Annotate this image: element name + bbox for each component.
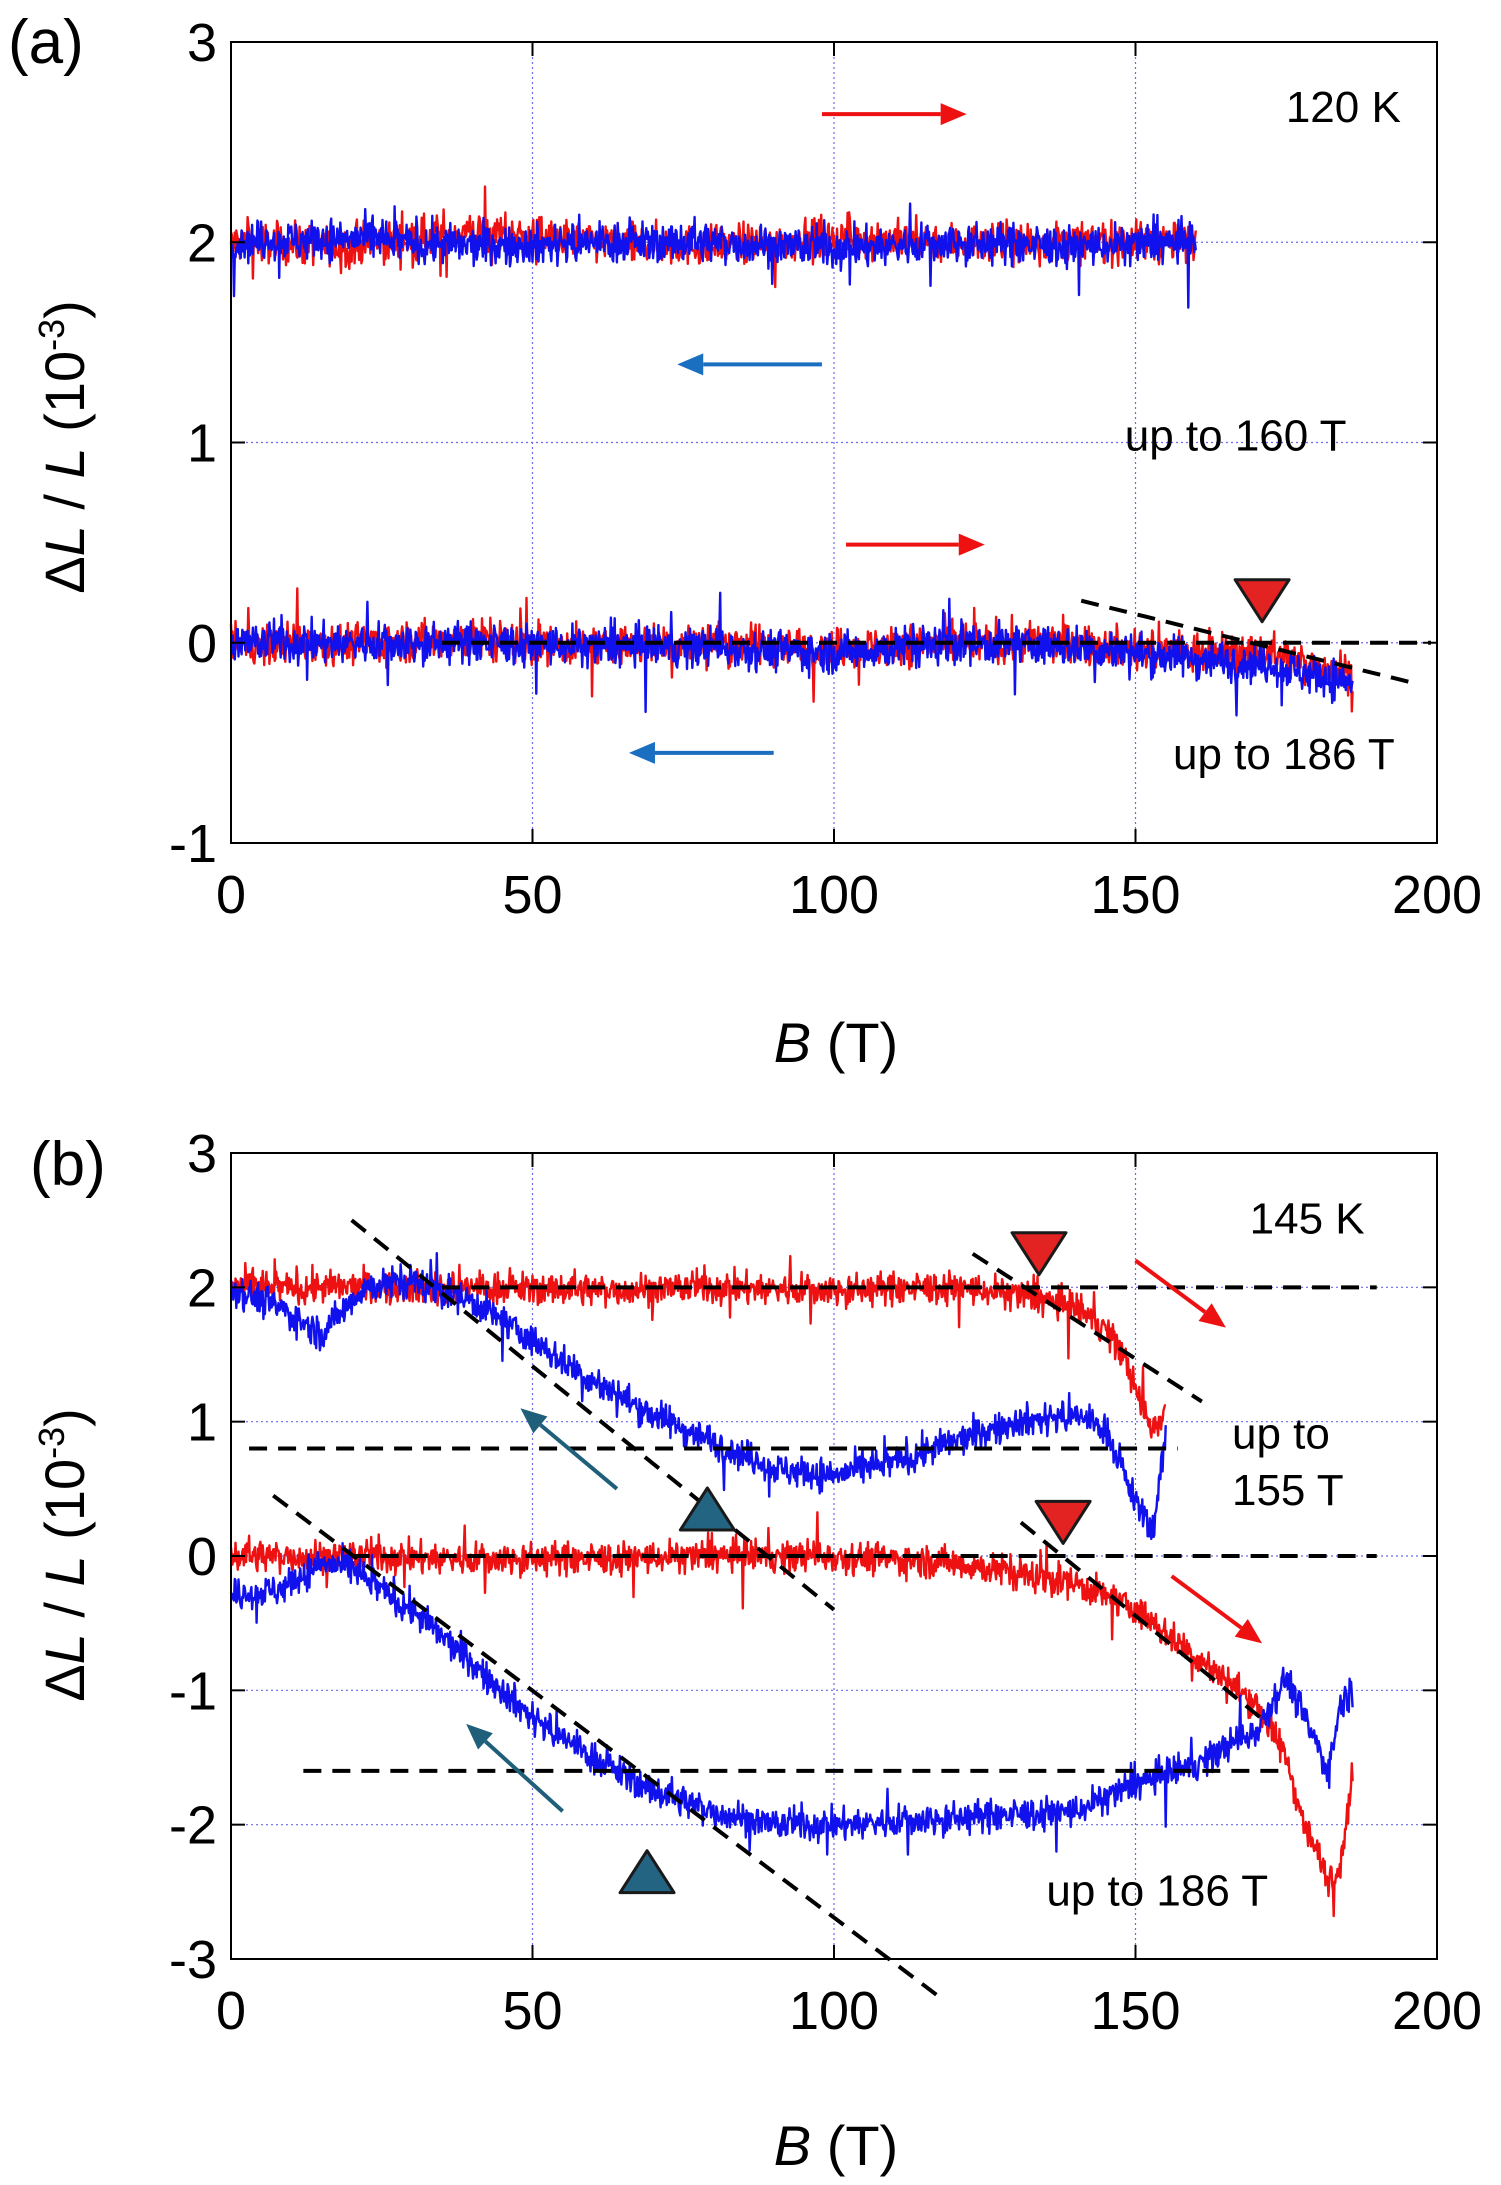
pa-annotation-0: 120 K [1286,83,1401,132]
pa-y-tick-label: -1 [169,814,217,874]
panel-b-annotations: 145 K up to 155 T up to 186 T [1046,1195,1364,1916]
pa-x-tick-label: 0 [216,865,246,925]
pa-sweep-arrow-head [628,741,655,764]
pa-sweep-arrow-head [958,533,985,556]
panel-a-label: (a) [8,8,84,77]
pb-sweep-arrow-0 [1134,1258,1226,1328]
pb-sweep-arrow-1 [520,1408,619,1491]
pb-x-tick-label: 50 [502,1981,562,2041]
pb-fit-line-7 [1019,1520,1270,1726]
pa-y-tick-label: 0 [187,614,217,674]
panel-b-ticks: 0 50 100 150 200 -3 -2 -1 0 1 2 3 [169,1124,1482,2041]
pa-transition-marker-0 [1233,578,1291,624]
panel-b: (b) ΔL / L (10-3) B (T) 0 50 100 150 200 -3 -2… [30,1124,1482,2177]
pa-x-tick-label: 150 [1090,865,1180,925]
pb-series-3 [229,1542,1354,1856]
panel-b-arrows [466,1258,1263,1813]
pb-x-tick-label: 100 [789,1981,879,2041]
pb-transition-marker-3 [618,1849,676,1895]
panel-b-y-axis-title: ΔL / L (10-3) [31,1408,96,1702]
pb-annotation-0: 145 K [1250,1195,1365,1244]
pb-fit-line-4 [350,1218,836,1612]
panel-a-arrows [628,103,985,764]
pb-annotation-3: up to 186 T [1046,1866,1268,1915]
pa-series-3 [230,591,1354,717]
pb-x-tick-label: 0 [216,1981,246,2041]
panel-b-markers [618,1231,1092,1895]
pa-y-tick-label: 1 [187,414,217,474]
panel-a: (a) ΔL / L (10-3) B (T) 0 50 100 150 200-101… [8,8,1482,1074]
pb-y-tick-label: 2 [187,1258,217,1318]
pb-y-tick-label: -1 [169,1661,217,1721]
pb-y-tick-label: -2 [169,1796,217,1856]
pb-fit-line-6 [971,1252,1203,1404]
pb-transition-marker-1 [1034,1499,1092,1545]
pb-annotation-2: 155 T [1232,1466,1344,1515]
pb-fit-line-5 [272,1493,944,2001]
panel-a-markers [1233,578,1291,624]
pa-annotation-1: up to 160 T [1125,412,1347,461]
panel-a-fit-lines [442,598,1431,685]
pb-sweep-arrow-shaft [539,1423,619,1491]
pb-sweep-arrow-3 [466,1723,564,1813]
pb-sweep-arrow-head [520,1408,548,1434]
pa-sweep-arrow-head [677,353,704,376]
pb-y-tick-label: 1 [187,1393,217,1453]
pa-y-tick-label: 3 [187,13,217,73]
pa-x-tick-label: 100 [789,865,879,925]
panel-a-annotations: 120 K up to 160 T up to 186 T [1125,83,1401,779]
pb-series-2 [229,1511,1354,1918]
panel-b-fit-lines [249,1218,1377,2001]
pb-transition-marker-0 [1010,1231,1068,1277]
pa-sweep-arrow-1 [677,353,822,376]
pa-annotation-2: up to 186 T [1173,730,1395,779]
pa-sweep-arrow-0 [821,103,967,126]
pb-series-0 [229,1254,1167,1439]
pb-x-tick-label: 150 [1090,1981,1180,2041]
pa-sweep-arrow-head [940,103,967,126]
pb-sweep-arrow-shaft [1170,1574,1243,1630]
pb-y-tick-label: -3 [169,1930,217,1990]
panel-a-y-axis-title: ΔL / L (10-3) [31,300,96,594]
pb-transition-marker-2 [678,1486,736,1532]
pa-x-tick-label: 200 [1392,865,1482,925]
pb-y-tick-label: 0 [187,1527,217,1587]
pb-y-tick-label: 3 [187,1124,217,1184]
pa-sweep-arrow-2 [846,533,985,556]
panel-b-x-axis-title: B (T) [774,2114,898,2177]
pb-sweep-arrow-2 [1170,1574,1263,1644]
panel-a-x-axis-title: B (T) [774,1011,898,1074]
pa-y-tick-label: 2 [187,213,217,273]
pb-x-tick-label: 200 [1392,1981,1482,2041]
pa-sweep-arrow-3 [628,741,774,764]
pa-x-tick-label: 50 [502,865,562,925]
pa-series-1 [229,202,1197,309]
panel-b-label: (b) [30,1130,106,1199]
pb-sweep-arrow-head [1198,1303,1226,1328]
pb-sweep-arrow-shaft [1134,1258,1207,1314]
pb-annotation-1: up to [1232,1410,1330,1459]
pb-sweep-arrow-head [466,1723,493,1750]
pb-sweep-arrow-shaft [484,1739,564,1813]
pb-sweep-arrow-head [1234,1618,1263,1644]
